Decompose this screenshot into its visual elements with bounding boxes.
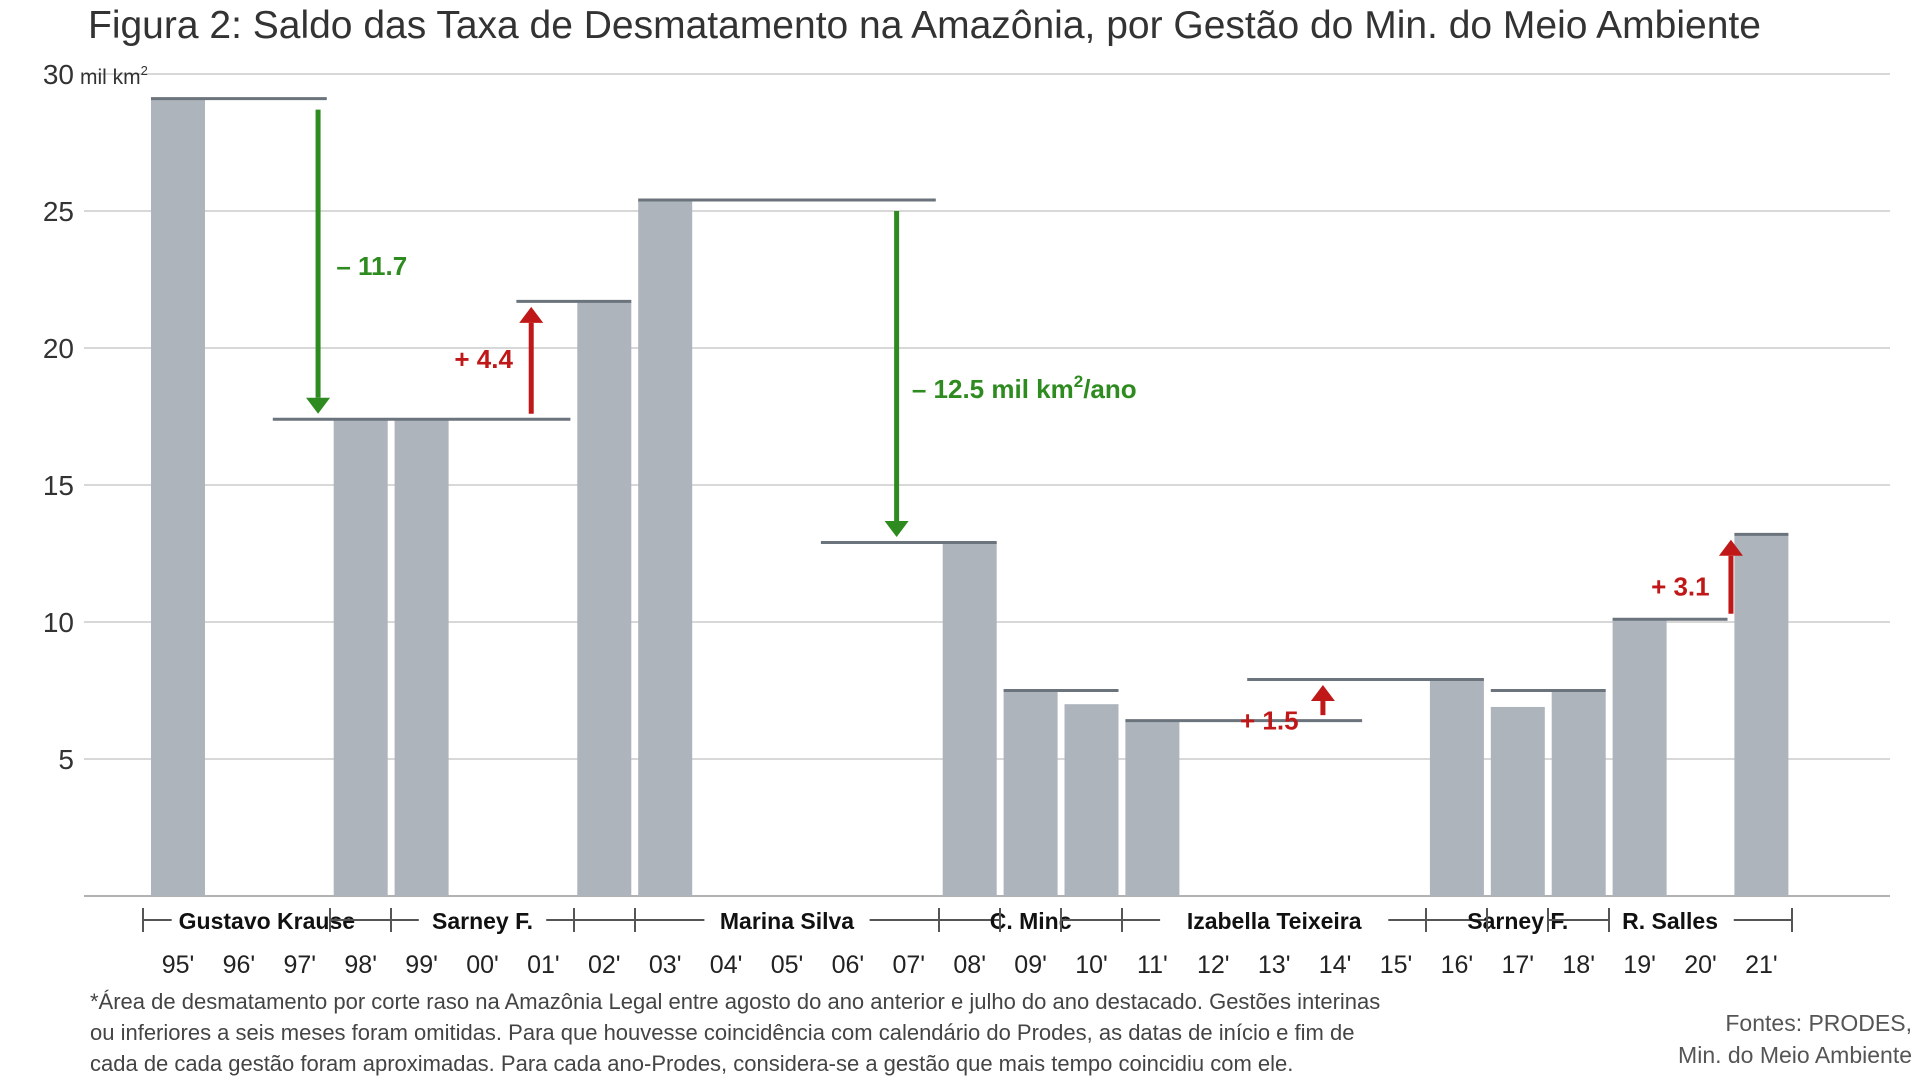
source-line: Min. do Meio Ambiente	[1678, 1042, 1912, 1068]
x-tick-label: 10'	[1075, 951, 1108, 979]
bar	[1734, 534, 1789, 896]
change-label: + 1.5	[1240, 706, 1299, 736]
y-axis-ticks: 5 10 15 20 25 30 mil km2	[43, 59, 148, 775]
arrow-head	[519, 306, 544, 323]
x-tick-label: 96'	[223, 951, 256, 979]
x-tick-label: 16'	[1441, 951, 1474, 979]
x-tick-label: 07'	[893, 951, 926, 979]
x-tick-label: 02'	[588, 951, 621, 979]
y-tick-label: 25	[43, 196, 74, 227]
arrow-head	[1718, 539, 1743, 556]
y-tick-label: 10	[43, 607, 74, 638]
bar	[1003, 690, 1058, 896]
y-tick-label: 15	[43, 470, 74, 501]
change-label: – 12.5 mil km2/ano	[912, 372, 1137, 404]
x-tick-label: 11'	[1137, 951, 1168, 979]
bar	[394, 419, 449, 896]
bars	[151, 98, 1789, 897]
x-tick-label: 21'	[1745, 951, 1778, 979]
x-tick-label: 97'	[284, 951, 317, 979]
x-tick-label: 13'	[1258, 951, 1291, 979]
chart-title: Figura 2: Saldo das Taxa de Desmatamento…	[88, 4, 1761, 47]
arrow-head	[1310, 685, 1335, 702]
administration-label: R. Salles	[1622, 908, 1718, 934]
change-label: – 11.7	[336, 251, 407, 281]
x-tick-label: 20'	[1684, 951, 1717, 979]
administration-brackets: Gustavo Krause Sarney F. Marina Silva C. Mi…	[142, 908, 1793, 934]
source-line: Fontes: PRODES,	[1725, 1010, 1912, 1036]
x-tick-label: 14'	[1319, 951, 1352, 979]
bar	[333, 419, 388, 896]
level-lines	[151, 97, 1789, 723]
x-tick-label: 01'	[527, 951, 560, 979]
administration-label: Sarney F.	[432, 908, 533, 934]
bar	[1612, 619, 1667, 896]
x-tick-label: 00'	[466, 951, 499, 979]
x-tick-label: 09'	[1014, 951, 1047, 979]
administration-label: C. Minc	[990, 908, 1072, 934]
bar	[1429, 679, 1484, 896]
administration-label: Gustavo Krause	[179, 908, 355, 934]
y-tick-label: 20	[43, 333, 74, 364]
change-label: + 4.4	[454, 344, 513, 374]
x-tick-label: 08'	[953, 951, 986, 979]
bar	[577, 301, 632, 896]
bar	[942, 542, 997, 896]
y-unit-label: mil km2	[80, 63, 148, 89]
x-tick-label: 06'	[832, 951, 865, 979]
bar	[1064, 704, 1119, 896]
x-tick-label: 04'	[710, 951, 743, 979]
x-tick-label: 15'	[1380, 951, 1413, 979]
arrow-head	[306, 397, 331, 414]
x-tick-label: 17'	[1502, 951, 1535, 979]
arrow-head	[884, 521, 909, 538]
x-tick-label: 98'	[344, 951, 377, 979]
sources: Fontes: PRODES, Min. do Meio Ambiente	[1678, 1007, 1912, 1071]
y-tick-label: 5	[58, 744, 74, 775]
x-axis-ticks: 95' 96' 97' 98' 99' 00' 01' 02' 03' 04' 05' 06' 07' 0…	[162, 951, 1778, 979]
x-tick-label: 03'	[649, 951, 682, 979]
footnote: *Área de desmatamento por corte raso na …	[90, 986, 1570, 1079]
change-label: + 3.1	[1651, 571, 1710, 601]
x-tick-label: 99'	[405, 951, 438, 979]
x-tick-label: 05'	[771, 951, 804, 979]
y-tick-label: 30	[43, 59, 74, 90]
deforestation-waterfall-chart: 5 10 15 20 25 30 mil km2 – 11.7 + 4.4 – 12.5 mil…	[43, 59, 1890, 979]
x-tick-label: 95'	[162, 951, 195, 979]
administration-label: Izabella Teixeira	[1187, 908, 1362, 934]
change-annotations: – 11.7 + 4.4 – 12.5 mil km2/ano + 1.5 + 3.1	[306, 109, 1743, 736]
x-tick-label: 12'	[1197, 951, 1230, 979]
bar	[151, 98, 205, 896]
bar	[1125, 720, 1180, 896]
x-tick-label: 19'	[1623, 951, 1656, 979]
footnote-line: *Área de desmatamento por corte raso na …	[90, 989, 1381, 1014]
bar	[638, 200, 693, 897]
footnote-line: cada de cada gestão foram aproximadas. P…	[90, 1051, 1294, 1076]
administration-label: Marina Silva	[720, 908, 854, 934]
footnote-line: ou inferiores a seis meses foram omitida…	[90, 1020, 1355, 1045]
x-tick-label: 18'	[1562, 951, 1595, 979]
bar	[1551, 690, 1606, 896]
bar	[1490, 706, 1545, 896]
